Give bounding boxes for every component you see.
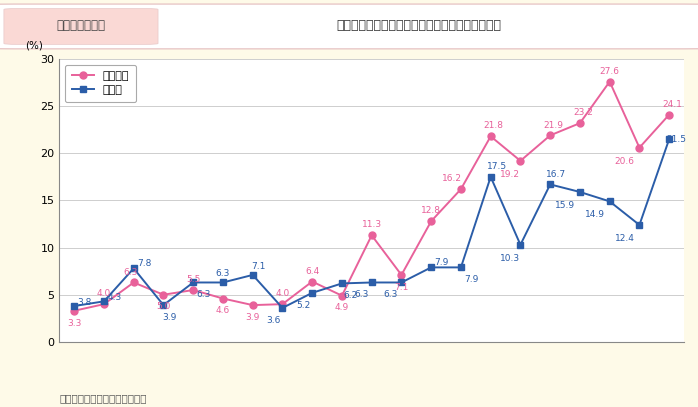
Text: 7.1: 7.1 [394, 283, 408, 292]
Text: 16.7: 16.7 [546, 171, 566, 179]
Text: 7.1: 7.1 [251, 262, 266, 271]
Text: 3.9: 3.9 [162, 313, 177, 322]
Text: 4.0: 4.0 [275, 289, 290, 298]
Text: 7.9: 7.9 [434, 258, 449, 267]
Text: 3.9: 3.9 [246, 313, 260, 322]
Text: 15.9: 15.9 [555, 201, 575, 210]
Text: 7.8: 7.8 [137, 259, 151, 268]
Text: 6.3: 6.3 [124, 268, 138, 277]
Text: 6.3: 6.3 [384, 290, 398, 299]
Text: 5.5: 5.5 [186, 275, 200, 284]
Text: 23.2: 23.2 [573, 108, 593, 117]
Text: 4.0: 4.0 [97, 289, 111, 298]
FancyBboxPatch shape [4, 9, 158, 44]
Text: 14.9: 14.9 [585, 210, 604, 219]
Text: 27.6: 27.6 [600, 67, 620, 76]
Text: 20.6: 20.6 [614, 157, 634, 166]
Text: 5.2: 5.2 [296, 301, 311, 310]
Text: 6.3: 6.3 [354, 290, 369, 299]
Text: 12.4: 12.4 [615, 234, 634, 243]
Text: 3.8: 3.8 [77, 298, 92, 307]
Text: 24.1: 24.1 [662, 100, 682, 109]
Legend: 立候補者, 当選者: 立候補者, 当選者 [65, 65, 136, 102]
Text: 19.2: 19.2 [500, 171, 520, 179]
Text: 4.6: 4.6 [216, 306, 230, 315]
Text: 3.3: 3.3 [67, 319, 82, 328]
Text: 3.6: 3.6 [267, 316, 281, 325]
Text: 6.2: 6.2 [343, 291, 358, 300]
Text: 4.3: 4.3 [107, 293, 121, 302]
Text: 21.8: 21.8 [484, 121, 504, 131]
Text: 16.2: 16.2 [442, 174, 462, 183]
Text: 12.8: 12.8 [421, 206, 441, 215]
Text: 10.3: 10.3 [500, 254, 520, 263]
Text: 4.9: 4.9 [335, 304, 349, 313]
Text: 5.0: 5.0 [156, 302, 170, 311]
Text: 第１－１－２図: 第１－１－２図 [57, 19, 105, 32]
FancyBboxPatch shape [0, 4, 698, 49]
Text: （備考）総務省資料より作成。: （備考）総務省資料より作成。 [59, 393, 147, 403]
Text: 6.4: 6.4 [305, 267, 319, 276]
Text: 21.9: 21.9 [543, 120, 563, 129]
Text: 11.3: 11.3 [362, 221, 382, 230]
Text: 17.5: 17.5 [487, 162, 507, 171]
Text: 6.3: 6.3 [196, 290, 211, 299]
Text: 21.5: 21.5 [667, 135, 687, 144]
Text: 6.3: 6.3 [216, 269, 230, 278]
Y-axis label: (%): (%) [25, 41, 43, 50]
Text: 7.9: 7.9 [464, 275, 479, 284]
Text: 参議院立候補者，当選者に占める女性割合の推移: 参議院立候補者，当選者に占める女性割合の推移 [337, 19, 502, 32]
